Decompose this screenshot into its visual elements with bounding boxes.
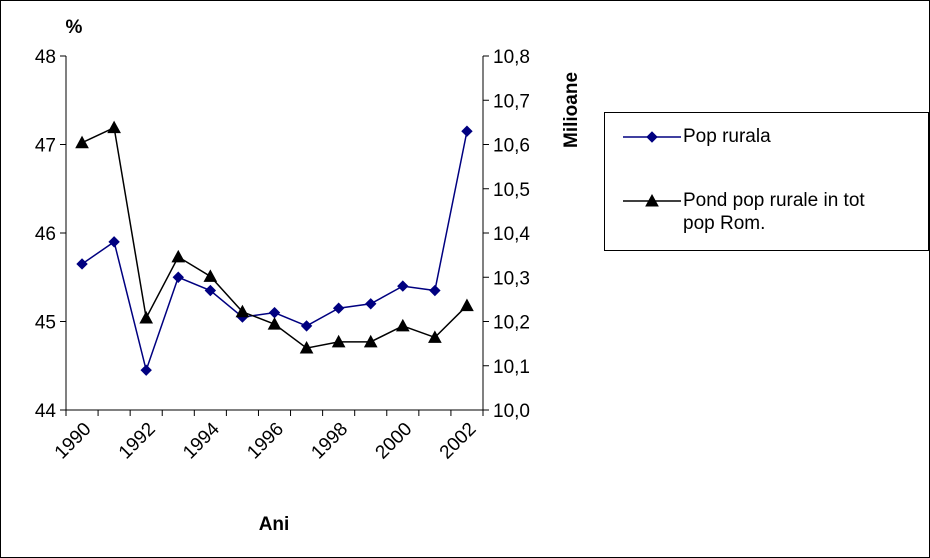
legend-item: Pop rurala bbox=[605, 125, 901, 148]
data-point bbox=[171, 249, 186, 263]
data-point bbox=[203, 269, 218, 282]
data-point bbox=[365, 298, 377, 310]
legend-label: Pond pop rurale in tot pop Rom. bbox=[683, 190, 865, 234]
data-point bbox=[397, 280, 409, 292]
y2-axis-label: Milioane bbox=[561, 72, 582, 148]
data-point bbox=[108, 236, 120, 248]
legend-marker bbox=[645, 193, 659, 207]
legend-marker bbox=[646, 131, 658, 143]
y2-tick-label: 10,4 bbox=[493, 224, 530, 245]
data-point bbox=[332, 302, 345, 314]
data-point bbox=[235, 304, 250, 318]
legend: Pop rurala Pond pop rurale in tot pop Rom… bbox=[604, 112, 929, 251]
data-point bbox=[204, 284, 217, 297]
x-axis-label: Ani bbox=[259, 514, 290, 535]
legend-swatch bbox=[623, 193, 681, 207]
y2-tick-label: 10,0 bbox=[493, 401, 530, 422]
y2-tick-label: 10,5 bbox=[493, 180, 530, 201]
data-point bbox=[331, 334, 346, 348]
data-point bbox=[75, 135, 89, 149]
data-point bbox=[461, 125, 473, 137]
y2-tick-label: 10,8 bbox=[493, 47, 530, 68]
data-point bbox=[395, 318, 410, 332]
data-point bbox=[428, 330, 442, 343]
data-point bbox=[300, 320, 313, 332]
data-point bbox=[267, 317, 282, 330]
y2-tick-label: 10,2 bbox=[493, 313, 530, 334]
legend-label: Pop rurala bbox=[683, 126, 771, 147]
data-point bbox=[299, 341, 314, 354]
y-tick-label: 48 bbox=[35, 47, 56, 68]
data-point bbox=[460, 298, 474, 312]
data-point bbox=[172, 271, 184, 283]
y-tick-label: 46 bbox=[35, 224, 56, 245]
data-point bbox=[363, 334, 378, 348]
y2-tick-label: 10,6 bbox=[493, 136, 530, 157]
data-point bbox=[140, 364, 152, 376]
legend-swatch bbox=[623, 131, 681, 143]
data-point bbox=[429, 284, 441, 297]
y-tick-label: 47 bbox=[35, 136, 56, 157]
y2-tick-label: 10,3 bbox=[493, 268, 530, 289]
y-tick-label: 44 bbox=[35, 401, 57, 422]
legend-item: Pond pop rurale in tot pop Rom. bbox=[605, 189, 901, 235]
data-point bbox=[107, 120, 121, 134]
y2-tick-label: 10,1 bbox=[493, 357, 530, 378]
y2-tick-label: 10,7 bbox=[493, 91, 530, 112]
data-point bbox=[76, 258, 88, 270]
y-tick-label: 45 bbox=[35, 313, 56, 334]
y-axis-label: % bbox=[66, 17, 83, 38]
data-point bbox=[139, 310, 154, 324]
